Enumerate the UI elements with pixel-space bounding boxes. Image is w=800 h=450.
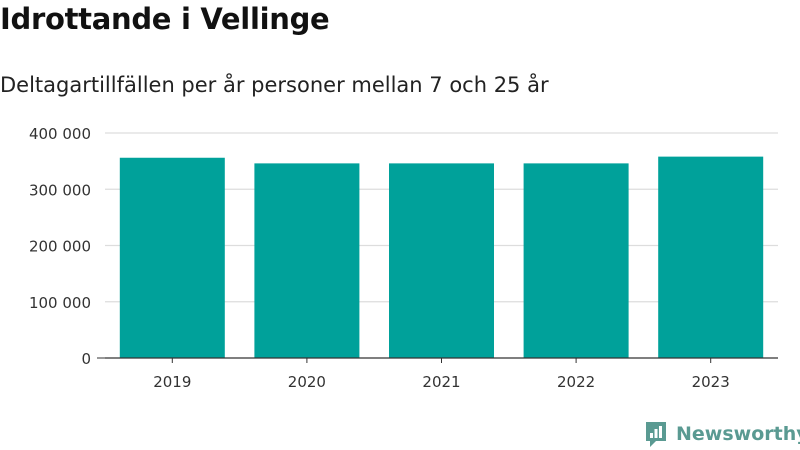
y-tick-label: 100 000 — [29, 294, 91, 312]
y-tick-label: 400 000 — [29, 125, 91, 143]
y-tick-label: 0 — [81, 350, 91, 368]
bar-2019 — [119, 157, 225, 358]
axes — [97, 357, 778, 363]
chart-subtitle: Deltagartillfällen per år personer mella… — [0, 73, 549, 97]
y-tick-label: 200 000 — [29, 238, 91, 256]
bar-2022 — [523, 163, 629, 358]
bar-2021 — [389, 163, 494, 358]
x-tick-label: 2021 — [422, 373, 460, 391]
x-tick-labels: 2019 2020 2021 2022 2023 — [153, 373, 730, 391]
x-tick-label: 2023 — [692, 373, 730, 391]
y-tick-label: 300 000 — [29, 181, 91, 199]
bars — [119, 156, 764, 358]
newsworthy-logo-icon — [646, 422, 666, 447]
bar-2023 — [658, 156, 764, 358]
brand-name: Newsworthy — [676, 423, 800, 445]
bar-2020 — [254, 163, 360, 358]
chart-title: Idrottande i Vellinge — [0, 2, 330, 36]
x-tick-label: 2020 — [288, 373, 326, 391]
y-tick-labels: 0 100 000 200 000 300 000 400 000 — [29, 125, 91, 368]
brand-logo: Newsworthy — [644, 419, 800, 449]
x-tick-label: 2019 — [153, 373, 191, 391]
x-tick-label: 2022 — [557, 373, 595, 391]
